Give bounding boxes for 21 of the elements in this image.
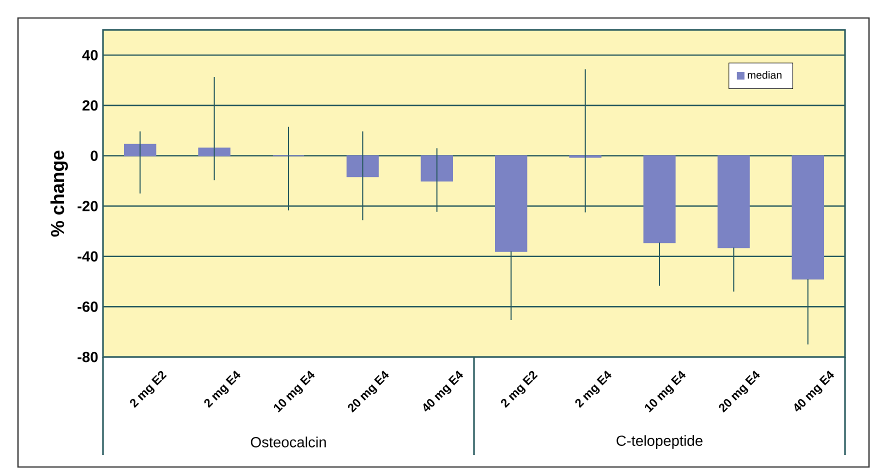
x-tick-label: 2 mg E2: [130, 371, 167, 408]
y-tick-label: -60: [78, 302, 98, 312]
text: C-telopeptide: [616, 435, 702, 449]
y-tick-label: -20: [78, 200, 98, 212]
x-tick-label: 10 mg E4: [274, 370, 315, 412]
x-tick-label: 10 mg E4: [644, 370, 686, 412]
x-tick-label: 20 mg E4: [718, 370, 760, 413]
text: Osteocalcin: [250, 436, 326, 448]
x-tick-label: 40 mg E4: [794, 370, 834, 412]
y-tick-label: 40: [82, 50, 98, 60]
x-tick-label: 2 mg E4: [575, 370, 612, 408]
x-tick-label: 40 mg E4: [423, 370, 464, 412]
x-tick-label: 2 mg E2: [501, 371, 538, 408]
x-tick-label: 20 mg E4: [348, 370, 389, 413]
y-tick-label: -80: [78, 352, 98, 362]
y-tick-label: 20: [82, 100, 98, 111]
y-tick-label: 0: [90, 150, 98, 161]
y-tick-label: -40: [78, 251, 98, 262]
legend-label: median: [748, 70, 782, 79]
x-tick-label: 2 mg E4: [204, 370, 240, 408]
y-axis-title: % change: [50, 150, 68, 237]
